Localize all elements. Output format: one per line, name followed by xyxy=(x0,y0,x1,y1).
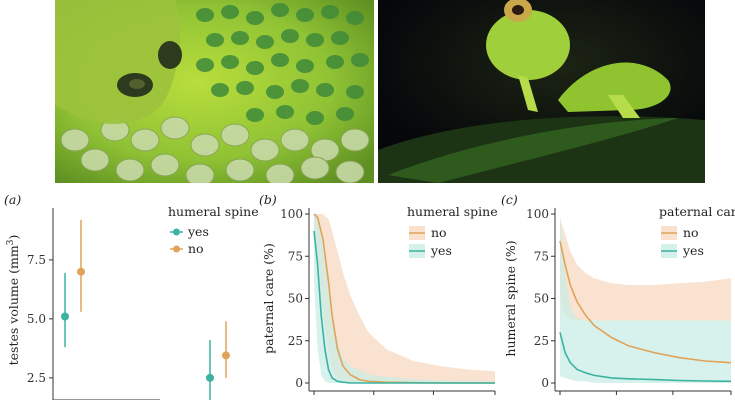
y-tick-label-a: 2.5 xyxy=(27,371,46,385)
y-axis-label-c: humeral spine (%) xyxy=(503,240,518,356)
photo-green-frog xyxy=(378,0,705,183)
y-tick-label-c: 25 xyxy=(534,334,549,348)
ribbon-no-c xyxy=(560,219,731,321)
legend-dot-a xyxy=(173,228,180,236)
y-tick-label-c: 0 xyxy=(541,376,549,390)
y-tick-label-c: 50 xyxy=(534,292,549,306)
panel-a: (a) 2.5 5.0 7.5 testes volume (mm3) humeral s… xyxy=(0,190,259,400)
panel-b: (b) 0 25 50 75 100 paternal care (%) humeral sp… xyxy=(255,190,498,400)
legend-label-a: no xyxy=(188,241,204,256)
ribbon-no-b xyxy=(314,214,495,383)
line-no-c xyxy=(559,240,732,364)
chart-a: (a) 2.5 5.0 7.5 testes volume (mm3) humeral s… xyxy=(4,192,259,400)
y-axis-label-a: testes volume (mm3) xyxy=(6,235,21,366)
y-tick-label-c: 75 xyxy=(534,249,549,263)
line-yes-b xyxy=(313,230,495,384)
y-tick-label-c: 100 xyxy=(526,207,549,221)
point-no xyxy=(77,267,85,276)
point-yes xyxy=(61,312,69,321)
point-no xyxy=(222,351,230,360)
point-yes xyxy=(206,373,214,382)
y-tick-label-a: 7.5 xyxy=(27,253,46,267)
ribbon-yes-c xyxy=(560,214,731,383)
legend-label-c: yes xyxy=(682,243,704,258)
y-tick-label-b: 100 xyxy=(280,207,303,221)
panel-tag-a: (a) xyxy=(4,192,21,207)
legend-label-c: no xyxy=(683,225,699,240)
legend-dot-a xyxy=(173,245,180,253)
legend-label-a: yes xyxy=(187,224,209,239)
panel-tag-c: (c) xyxy=(501,192,518,207)
y-axis-label-b: paternal care (%) xyxy=(261,243,276,354)
panel-c: (c) 0 25 50 75 100 humeral spine (%) paternal c… xyxy=(497,190,735,400)
y-tick-label-b: 0 xyxy=(295,376,303,390)
panel-tag-b: (b) xyxy=(259,192,277,207)
chart-c: (c) 0 25 50 75 100 humeral spine (%) paternal c… xyxy=(501,192,735,395)
y-tick-label-a: 5.0 xyxy=(27,312,46,326)
ribbon-yes-b xyxy=(314,214,495,383)
y-tick-label-b: 25 xyxy=(288,334,303,348)
legend-title-c: paternal care xyxy=(659,204,735,219)
legend-title-b: humeral spine xyxy=(407,204,498,219)
legend-title-a: humeral spine xyxy=(168,204,259,219)
legend-label-b: no xyxy=(431,225,447,240)
y-tick-label-b: 75 xyxy=(288,249,303,263)
photo-frog-eggs xyxy=(55,0,374,183)
chart-b: (b) 0 25 50 75 100 paternal care (%) humeral sp… xyxy=(259,192,498,395)
y-tick-label-b: 50 xyxy=(288,292,303,306)
legend-label-b: yes xyxy=(430,243,452,258)
line-yes-c xyxy=(559,332,732,383)
